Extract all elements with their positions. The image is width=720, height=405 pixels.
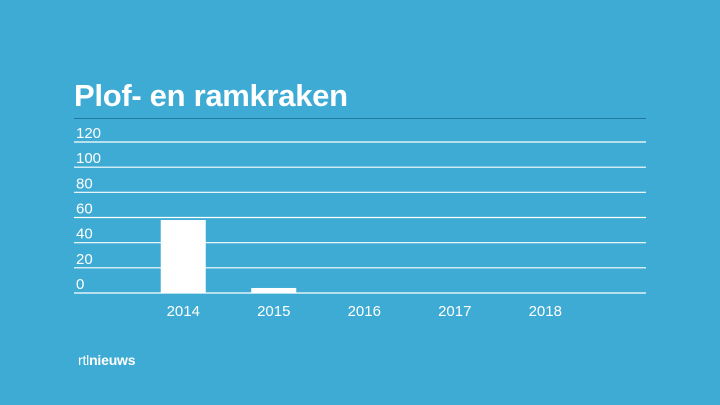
- x-tick-label: 2017: [438, 303, 471, 320]
- x-tick-label: 2015: [257, 303, 290, 320]
- y-tick-label: 20: [76, 251, 93, 268]
- title-divider: [74, 118, 646, 119]
- logo-name: nieuws: [89, 352, 136, 368]
- chart-title: Plof- en ramkraken: [74, 78, 348, 113]
- y-tick-label: 40: [76, 226, 93, 243]
- y-tick-label: 120: [76, 125, 101, 142]
- y-tick-label: 60: [76, 201, 93, 218]
- rtl-nieuws-logo: rtlnieuws: [78, 352, 136, 368]
- x-tick-label: 2014: [167, 303, 200, 320]
- y-tick-label: 80: [76, 175, 93, 192]
- x-tick-label: 2016: [348, 303, 381, 320]
- bar: [160, 220, 206, 293]
- bar: [251, 287, 297, 293]
- y-tick-label: 100: [76, 150, 101, 167]
- y-tick-label: 0: [76, 276, 84, 293]
- logo-prefix: rtl: [78, 352, 90, 368]
- x-tick-label: 2018: [529, 303, 562, 320]
